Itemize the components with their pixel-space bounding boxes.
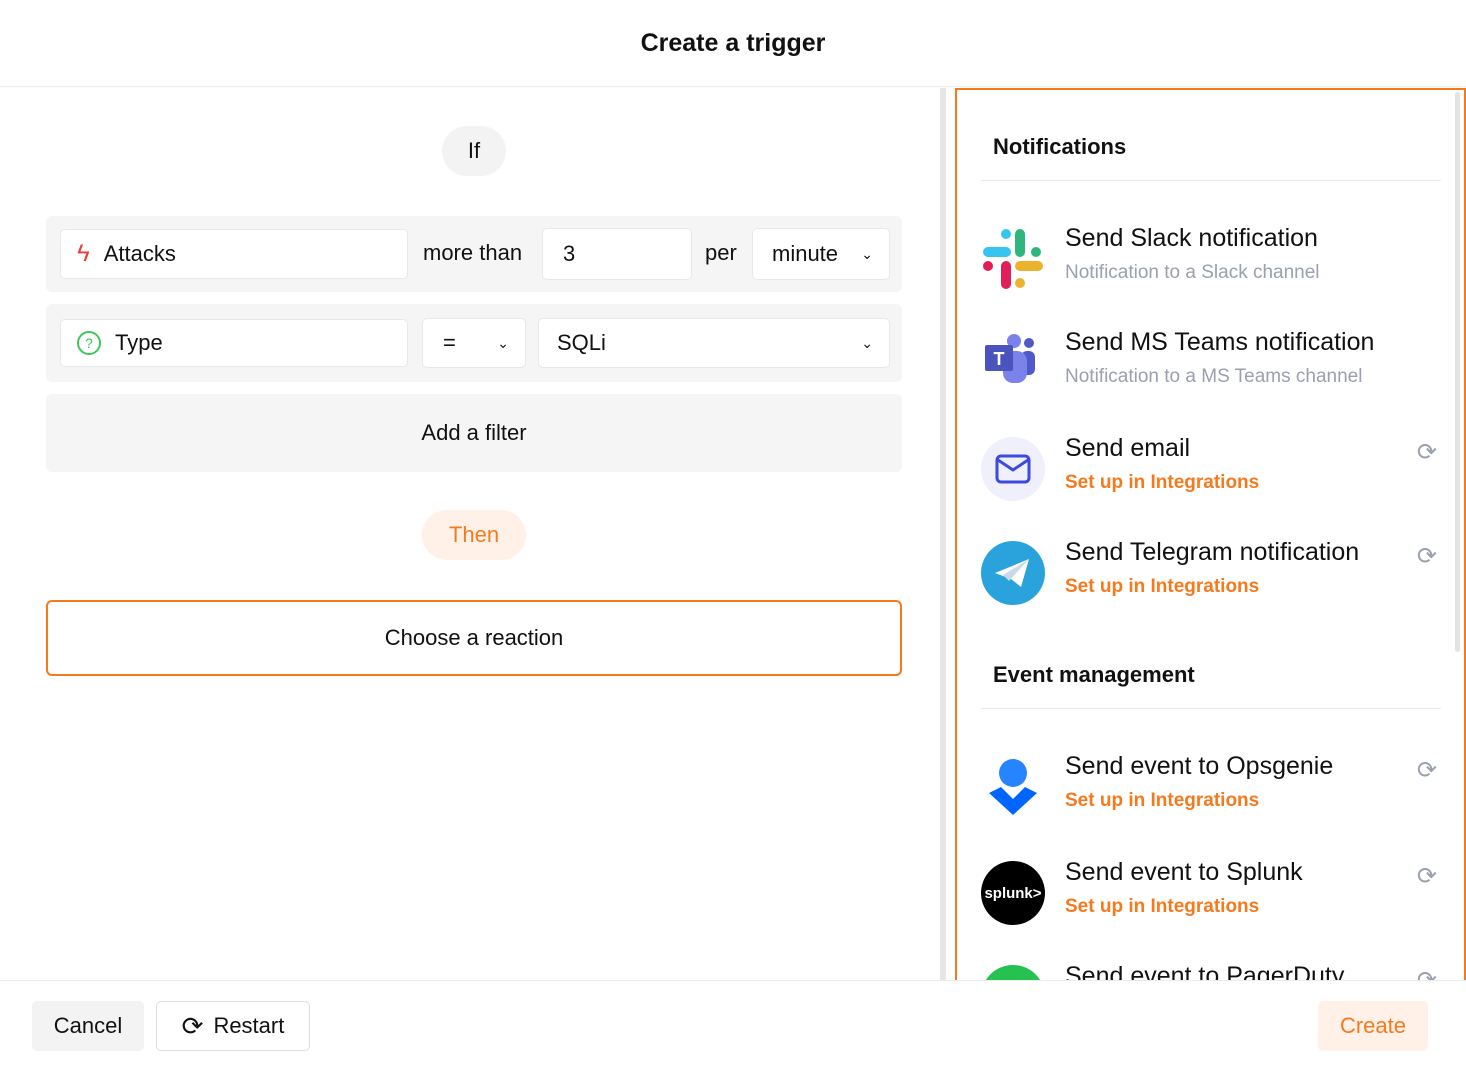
slack-icon bbox=[981, 227, 1045, 291]
modal-footer: Cancel ⟳ Restart Create bbox=[0, 980, 1466, 1070]
setup-integrations-link[interactable]: Set up in Integrations bbox=[1065, 472, 1260, 493]
reaction-opsgenie[interactable]: Send event to Opsgenie Set up in Integra… bbox=[981, 752, 1441, 822]
event-management-heading: Event management bbox=[993, 662, 1195, 687]
add-filter-button[interactable]: Add a filter bbox=[46, 394, 902, 472]
reaction-email[interactable]: Send email Set up in Integrations ⟳ bbox=[981, 434, 1441, 504]
chevron-down-icon: ⌄ bbox=[497, 334, 509, 351]
divider bbox=[981, 708, 1441, 709]
refresh-icon[interactable]: ⟳ bbox=[1416, 543, 1437, 570]
period-value: minute bbox=[772, 241, 839, 266]
restart-label: Restart bbox=[213, 1013, 285, 1038]
filter-row: ? Type = ⌄ SQLi ⌄ bbox=[46, 304, 902, 382]
reaction-title: Send event to Opsgenie bbox=[1065, 752, 1334, 780]
svg-text:T: T bbox=[994, 349, 1005, 369]
condition-row: ϟ Attacks more than 3 per minute ⌄ bbox=[46, 216, 902, 292]
choose-reaction-button[interactable]: Choose a reaction bbox=[46, 600, 902, 676]
reaction-title: Send email bbox=[1065, 434, 1191, 462]
reaction-splunk[interactable]: splunk> Send event to Splunk Set up in I… bbox=[981, 858, 1441, 928]
mail-icon bbox=[981, 437, 1045, 501]
refresh-icon: ⟳ bbox=[181, 1010, 204, 1041]
reaction-title: Send Telegram notification bbox=[1065, 538, 1360, 566]
question-circle-icon: ? bbox=[77, 331, 101, 355]
operator-text: more than bbox=[423, 240, 523, 265]
filter-field-select[interactable]: ? Type bbox=[60, 319, 408, 367]
splunk-icon: splunk> bbox=[981, 861, 1045, 925]
then-label: Then bbox=[422, 510, 526, 560]
cancel-button[interactable]: Cancel bbox=[32, 1001, 144, 1051]
reaction-subtitle: Notification to a MS Teams channel bbox=[1065, 366, 1363, 387]
chevron-down-icon: ⌄ bbox=[861, 245, 873, 262]
filter-field-label: Type bbox=[115, 330, 163, 355]
filter-operator-value: = bbox=[443, 330, 456, 355]
reaction-title: Send Slack notification bbox=[1065, 224, 1318, 252]
splunk-logo-text: splunk> bbox=[984, 884, 1042, 902]
setup-integrations-link[interactable]: Set up in Integrations bbox=[1065, 576, 1260, 597]
reaction-panel: Notifications Send Slack notification No… bbox=[955, 88, 1466, 980]
scrollbar[interactable] bbox=[1455, 92, 1460, 652]
refresh-icon[interactable]: ⟳ bbox=[1417, 966, 1437, 980]
reaction-title: Send MS Teams notification bbox=[1065, 328, 1375, 356]
reaction-ms-teams[interactable]: T Send MS Teams notification Notificatio… bbox=[981, 328, 1441, 398]
opsgenie-icon bbox=[981, 755, 1045, 819]
modal-header: Create a trigger bbox=[0, 0, 1466, 87]
period-select[interactable]: minute ⌄ bbox=[752, 228, 890, 280]
reaction-pagerduty[interactable]: Send event to PagerDuty ⟳ bbox=[981, 962, 1441, 980]
filter-operator-select[interactable]: = ⌄ bbox=[422, 318, 526, 368]
threshold-value: 3 bbox=[563, 241, 576, 266]
notifications-heading: Notifications bbox=[993, 134, 1127, 159]
reaction-slack[interactable]: Send Slack notification Notification to … bbox=[981, 224, 1441, 294]
if-label: If bbox=[442, 126, 506, 176]
panel-divider bbox=[940, 88, 946, 980]
telegram-icon bbox=[981, 541, 1045, 605]
reaction-subtitle: Notification to a Slack channel bbox=[1065, 262, 1320, 283]
restart-button[interactable]: ⟳ Restart bbox=[156, 1001, 310, 1051]
setup-integrations-link[interactable]: Set up in Integrations bbox=[1065, 790, 1260, 811]
reaction-title: Send event to Splunk bbox=[1065, 858, 1303, 886]
trigger-builder: If ϟ Attacks more than 3 per minute ⌄ ? … bbox=[0, 88, 940, 980]
refresh-icon[interactable]: ⟳ bbox=[1416, 439, 1437, 466]
threshold-input[interactable]: 3 bbox=[542, 228, 692, 280]
filter-value-select[interactable]: SQLi ⌄ bbox=[538, 318, 890, 368]
metric-label: Attacks bbox=[103, 241, 176, 266]
refresh-icon[interactable]: ⟳ bbox=[1416, 863, 1437, 890]
lightning-icon: ϟ bbox=[77, 240, 90, 267]
reaction-telegram[interactable]: Send Telegram notification Set up in Int… bbox=[981, 538, 1441, 608]
page-title: Create a trigger bbox=[640, 28, 826, 57]
metric-select[interactable]: ϟ Attacks bbox=[60, 229, 408, 279]
refresh-icon[interactable]: ⟳ bbox=[1416, 757, 1437, 784]
reaction-title: Send event to PagerDuty bbox=[1065, 962, 1345, 980]
filter-value: SQLi bbox=[557, 330, 606, 355]
setup-integrations-link[interactable]: Set up in Integrations bbox=[1065, 896, 1260, 917]
divider bbox=[981, 180, 1441, 181]
per-text: per bbox=[705, 240, 737, 265]
ms-teams-icon: T bbox=[981, 331, 1045, 395]
pagerduty-icon bbox=[981, 965, 1045, 980]
chevron-down-icon: ⌄ bbox=[861, 334, 873, 351]
create-button[interactable]: Create bbox=[1318, 1001, 1428, 1051]
